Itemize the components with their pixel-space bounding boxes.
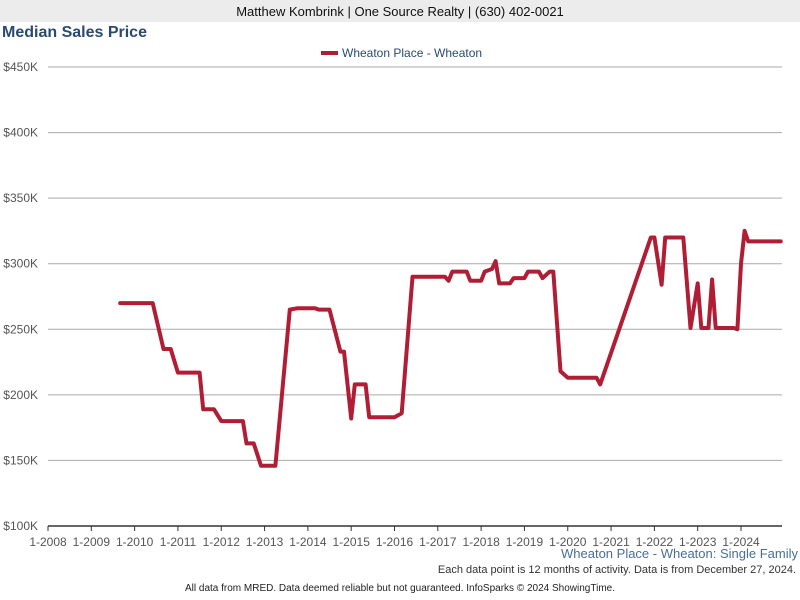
header-bar: Matthew Kombrink | One Source Realty | (… (0, 0, 800, 22)
y-tick-label: $100K (3, 519, 38, 533)
x-tick-label: 1-2013 (246, 535, 284, 549)
contact-line: Matthew Kombrink | One Source Realty | (… (236, 3, 564, 19)
x-tick-label: 1-2020 (549, 535, 587, 549)
chart-title: Median Sales Price (2, 24, 147, 41)
x-tick-label: 1-2016 (376, 535, 414, 549)
x-tick-label: 1-2022 (636, 535, 674, 549)
y-tick-label: $200K (3, 388, 38, 402)
y-tick-label: $150K (3, 453, 38, 467)
x-tick-label: 1-2014 (289, 535, 327, 549)
x-tick-label: 1-2015 (333, 535, 371, 549)
y-tick-label: $250K (3, 322, 38, 336)
footer-disclaimer: All data from MRED. Data deemed reliable… (184, 583, 615, 594)
x-tick-label: 1-2021 (592, 535, 630, 549)
x-tick-label: 1-2018 (462, 535, 500, 549)
data-note: Each data point is 12 months of activity… (437, 564, 796, 576)
x-tick-label: 1-2008 (29, 535, 67, 549)
x-tick-label: 1-2024 (722, 535, 760, 549)
chart-subtitle: Wheaton Place - Wheaton: Single Family (561, 546, 798, 561)
y-tick-label: $400K (3, 126, 38, 140)
x-tick-label: 1-2019 (506, 535, 544, 549)
legend-label: Wheaton Place - Wheaton (342, 46, 482, 60)
x-tick-label: 1-2009 (73, 535, 111, 549)
x-tick-label: 1-2012 (203, 535, 241, 549)
x-tick-label: 1-2011 (160, 535, 197, 549)
y-tick-label: $350K (3, 191, 38, 205)
x-tick-label: 1-2017 (419, 535, 457, 549)
y-tick-label: $300K (3, 257, 38, 271)
y-tick-label: $450K (3, 60, 38, 74)
x-tick-label: 1-2023 (679, 535, 717, 549)
series-line (118, 228, 783, 468)
x-tick-label: 1-2010 (116, 535, 154, 549)
